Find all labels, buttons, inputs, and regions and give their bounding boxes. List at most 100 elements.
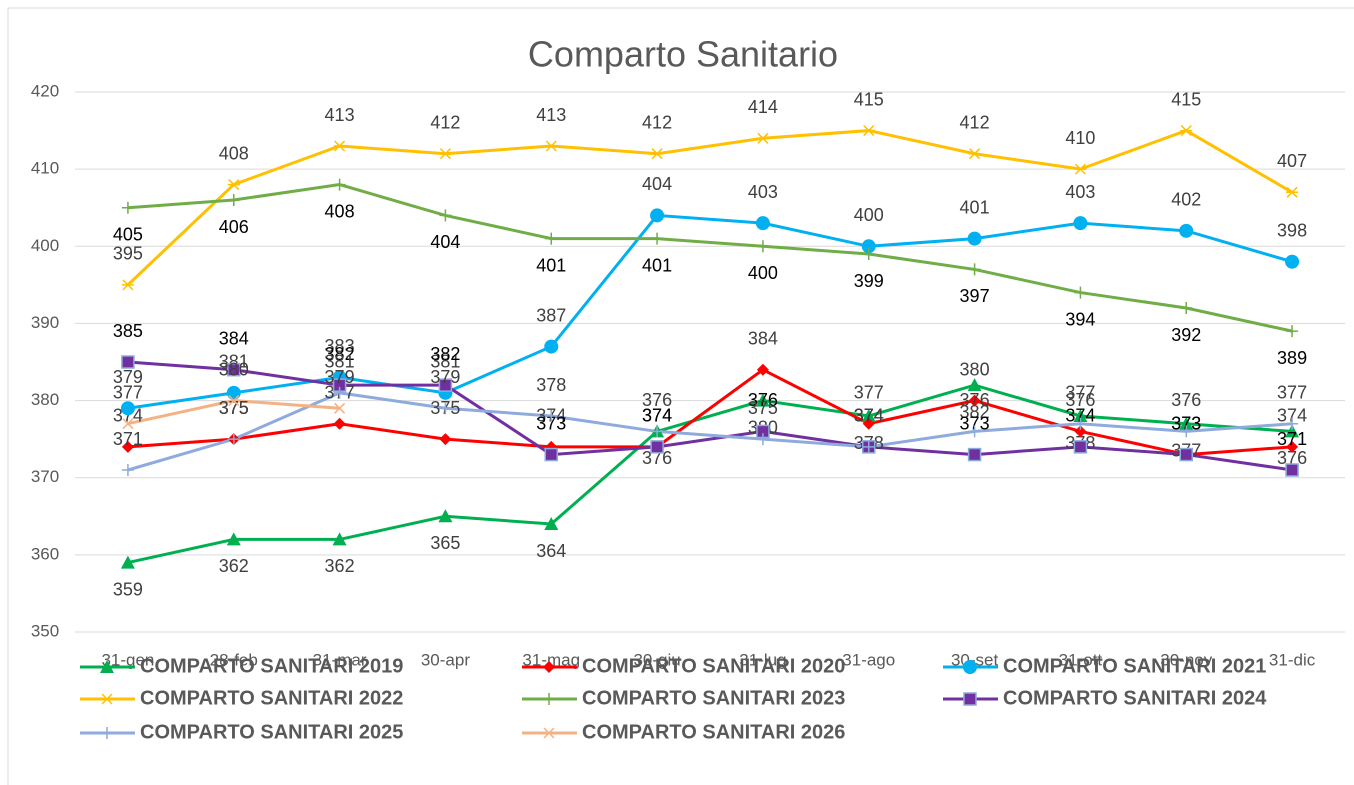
marker bbox=[227, 362, 241, 377]
marker bbox=[968, 394, 981, 407]
data-label: 412 bbox=[960, 112, 990, 132]
y-tick-label: 390 bbox=[31, 313, 59, 332]
marker bbox=[121, 201, 134, 214]
data-label: 373 bbox=[960, 413, 990, 433]
data-label: 410 bbox=[1065, 128, 1095, 148]
series-line bbox=[127, 391, 1293, 472]
x-tick-label: 30-apr bbox=[421, 650, 470, 669]
legend-label: COMPARTO SANITARI 2021 bbox=[1003, 655, 1266, 677]
marker bbox=[543, 693, 555, 705]
marker bbox=[1286, 440, 1299, 453]
marker bbox=[967, 378, 982, 392]
y-tick-label: 360 bbox=[31, 544, 59, 563]
legend-label: COMPARTO SANITARI 2026 bbox=[582, 721, 845, 743]
marker bbox=[862, 417, 875, 430]
marker bbox=[439, 402, 452, 415]
marker bbox=[334, 402, 346, 414]
data-label: 404 bbox=[430, 232, 460, 252]
data-label: 382 bbox=[430, 344, 460, 364]
marker bbox=[862, 125, 875, 137]
legend-label: COMPARTO SANITARI 2025 bbox=[140, 721, 403, 743]
data-label: 374 bbox=[1065, 406, 1095, 426]
marker bbox=[120, 401, 135, 416]
marker bbox=[227, 194, 240, 206]
marker bbox=[100, 660, 114, 673]
marker bbox=[544, 339, 559, 354]
data-label: 376 bbox=[642, 390, 672, 410]
x-tick-label: 31-mar bbox=[313, 650, 367, 669]
data-label: 385 bbox=[113, 321, 143, 341]
marker bbox=[333, 178, 346, 191]
marker bbox=[545, 410, 558, 422]
data-label: 379 bbox=[113, 367, 143, 387]
x-tick-label: 28-feb bbox=[210, 650, 258, 669]
marker bbox=[544, 517, 559, 530]
marker bbox=[121, 279, 134, 291]
data-label: 380 bbox=[219, 359, 249, 379]
marker bbox=[333, 386, 346, 399]
data-label: 384 bbox=[748, 328, 778, 348]
marker bbox=[1286, 186, 1299, 198]
data-label: 375 bbox=[219, 398, 249, 418]
marker bbox=[755, 393, 770, 407]
marker bbox=[650, 440, 664, 454]
data-label: 408 bbox=[219, 143, 249, 163]
marker bbox=[1286, 417, 1299, 430]
marker bbox=[1073, 409, 1088, 422]
marker bbox=[651, 425, 664, 438]
y-tick-label: 370 bbox=[31, 467, 59, 486]
marker bbox=[1285, 463, 1299, 477]
data-label: 381 bbox=[430, 352, 460, 372]
data-label: 377 bbox=[1277, 382, 1307, 402]
data-label: 392 bbox=[1171, 325, 1201, 345]
data-label: 373 bbox=[1171, 413, 1201, 433]
data-label: 379 bbox=[430, 367, 460, 387]
data-label: 404 bbox=[642, 174, 672, 194]
data-label: 376 bbox=[1171, 390, 1201, 410]
marker bbox=[120, 555, 135, 569]
marker bbox=[333, 417, 346, 430]
marker bbox=[439, 433, 452, 446]
data-label: 374 bbox=[113, 406, 143, 426]
data-label: 394 bbox=[1065, 309, 1095, 329]
data-label: 405 bbox=[113, 224, 143, 244]
data-label: 376 bbox=[960, 390, 990, 410]
data-label: 412 bbox=[430, 112, 460, 132]
x-tick-label: 30-nov bbox=[1160, 650, 1212, 669]
data-label: 376 bbox=[748, 390, 778, 410]
marker bbox=[545, 140, 558, 152]
marker bbox=[228, 395, 240, 407]
data-label: 374 bbox=[642, 406, 672, 426]
marker bbox=[861, 239, 876, 254]
data-label: 377 bbox=[1065, 382, 1095, 402]
marker bbox=[1286, 325, 1299, 338]
data-label: 413 bbox=[536, 105, 566, 125]
data-label: 371 bbox=[113, 429, 143, 449]
data-label: 403 bbox=[1065, 182, 1095, 202]
series-line bbox=[126, 128, 1293, 286]
x-tick-label: 30-set bbox=[951, 650, 999, 669]
data-label: 377 bbox=[854, 382, 884, 402]
data-label: 371 bbox=[1277, 429, 1307, 449]
data-label: 401 bbox=[642, 255, 672, 275]
series-line bbox=[127, 367, 1293, 457]
marker bbox=[121, 440, 134, 453]
data-label: 375 bbox=[748, 398, 778, 418]
marker bbox=[121, 355, 135, 369]
marker bbox=[438, 509, 453, 523]
data-label: 397 bbox=[960, 286, 990, 306]
marker bbox=[755, 216, 770, 231]
data-label: 381 bbox=[325, 352, 355, 372]
marker bbox=[545, 232, 558, 245]
legend-label: COMPARTO SANITARI 2022 bbox=[140, 687, 403, 709]
data-label: 379 bbox=[325, 367, 355, 387]
chart-title: Comparto Sanitario bbox=[528, 34, 838, 75]
marker bbox=[1180, 302, 1193, 314]
x-tick-label: 31-gen bbox=[101, 650, 154, 669]
data-label: 376 bbox=[1065, 390, 1095, 410]
data-label: 400 bbox=[748, 263, 778, 283]
series-line bbox=[127, 360, 1293, 472]
marker bbox=[438, 378, 453, 392]
data-label: 362 bbox=[219, 556, 249, 576]
